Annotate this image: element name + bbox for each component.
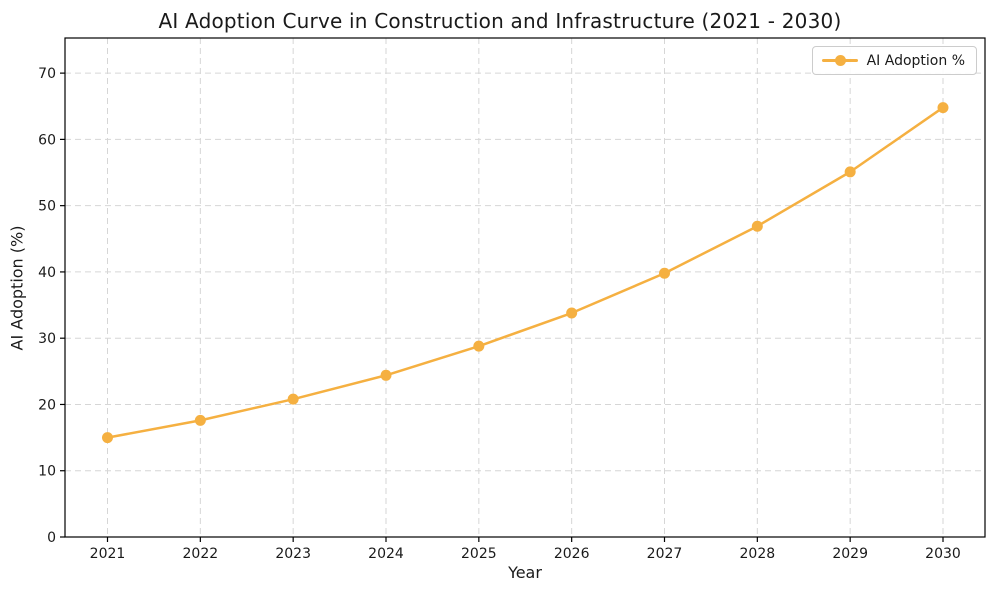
data-point-2027 — [659, 267, 670, 279]
axes-spines — [64, 37, 986, 538]
data-point-2028 — [751, 220, 763, 232]
data-point-2021 — [102, 432, 113, 444]
x-tick-label: 2029 — [832, 546, 868, 562]
y-tick-label: 20 — [38, 397, 56, 413]
data-point-2030 — [937, 102, 949, 114]
series-line — [106, 106, 945, 439]
x-tick-label: 2030 — [925, 546, 961, 562]
x-tick-label: 2028 — [740, 546, 776, 562]
data-point-2023 — [287, 393, 299, 405]
legend-label: AI Adoption % — [866, 52, 965, 69]
chart-title: AI Adoption Curve in Construction and In… — [158, 9, 842, 33]
y-tick-label: 40 — [38, 265, 56, 281]
x-tick-label: 2021 — [90, 546, 126, 562]
y-tick-label: 60 — [38, 132, 56, 148]
data-point-2026 — [566, 307, 578, 319]
y-tick-label: 0 — [47, 530, 56, 546]
y-tick-label: 50 — [38, 199, 56, 215]
data-point-2022 — [194, 414, 206, 426]
legend: AI Adoption % — [811, 46, 977, 75]
x-tick-label: 2024 — [368, 546, 404, 562]
x-tick-label: 2026 — [554, 546, 590, 562]
y-tick-label: 70 — [38, 66, 56, 82]
x-tick-label: 2027 — [647, 546, 683, 562]
data-point-2029 — [844, 166, 856, 178]
x-axis-label: Year — [508, 563, 542, 582]
data-point-2024 — [380, 369, 392, 381]
x-tick-label: 2022 — [183, 546, 219, 562]
x-tick-label: 2023 — [275, 546, 311, 562]
y-tick-label: 30 — [38, 331, 56, 347]
x-tick-label: 2025 — [461, 546, 497, 562]
data-point-2025 — [473, 340, 485, 352]
y-tick-label: 10 — [38, 464, 56, 480]
legend-line-marker-icon — [821, 55, 858, 66]
